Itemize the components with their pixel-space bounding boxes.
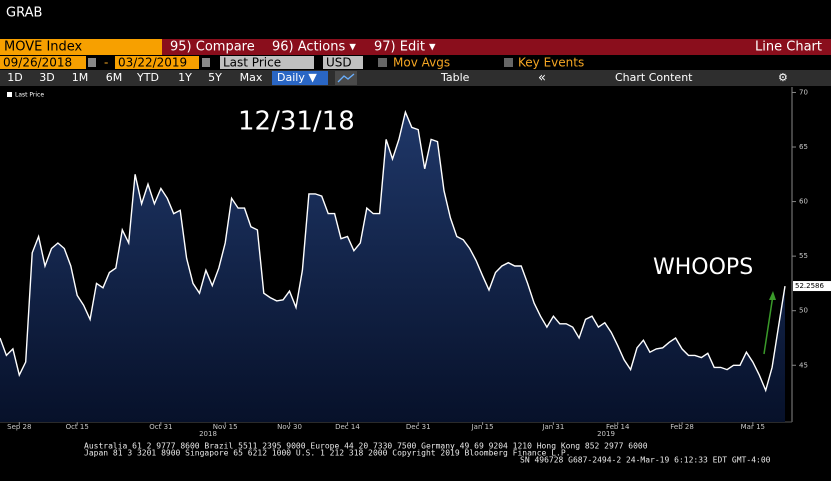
view-name: Line Chart	[755, 40, 822, 55]
menu-actions[interactable]: 96) Actions ▾	[272, 40, 356, 55]
table-button[interactable]: Table	[440, 71, 470, 84]
field-select[interactable]	[220, 56, 314, 69]
x-tick-label: Oct 15	[66, 423, 89, 431]
menu-edit[interactable]: 97) Edit ▾	[374, 40, 436, 55]
y-tick-label: 60	[799, 198, 808, 206]
end-date: 03/22/2019	[118, 56, 187, 70]
menu-bar	[162, 39, 831, 55]
area	[0, 112, 785, 422]
annotation: WHOOPS	[653, 255, 753, 280]
frequency-button[interactable]	[272, 71, 328, 85]
year-label: 2019	[597, 430, 615, 438]
calendar-icon[interactable]	[88, 58, 96, 67]
price-tag	[793, 281, 831, 292]
range-button[interactable]: 6M	[106, 71, 123, 84]
x-tick-label: Sep 28	[7, 423, 31, 431]
end-date-field[interactable]	[115, 56, 199, 69]
legend-swatch	[7, 92, 12, 97]
footer-line: SN 496728 G687-2494-2 24-Mar-19 6:12:33 …	[520, 456, 771, 465]
range-button[interactable]: Max	[240, 71, 263, 84]
toolbar	[0, 70, 831, 86]
start-date: 09/26/2018	[3, 56, 72, 70]
menu-compare[interactable]: 95) Compare	[170, 40, 255, 55]
arrow	[763, 294, 774, 355]
range-button[interactable]: 5Y	[208, 71, 222, 84]
range-button[interactable]: 1D	[7, 71, 22, 84]
y-tick-label: 55	[799, 252, 808, 260]
x-tick-label: Dec 31	[406, 423, 431, 431]
range-button[interactable]: 1M	[72, 71, 89, 84]
price-tag-label: 52.2586	[795, 282, 824, 290]
frequency: Daily ▼	[277, 71, 317, 84]
checkbox[interactable]	[504, 58, 513, 67]
security: MOVE Index	[4, 40, 83, 55]
calendar-icon[interactable]	[202, 58, 210, 67]
checkbox[interactable]	[378, 58, 387, 67]
key-events[interactable]: Key Events	[518, 56, 584, 70]
range-button[interactable]: YTD	[136, 71, 159, 84]
y-tick-label: 50	[799, 307, 808, 315]
x-tick-label: Nov 30	[277, 423, 302, 431]
y-tick-label: 70	[799, 88, 808, 96]
window-title: GRAB	[6, 6, 42, 21]
x-tick-label: Feb 28	[670, 423, 694, 431]
settings-icon[interactable]: ⚙	[778, 71, 788, 84]
footer-line: Japan 81 3 3201 8900 Singapore 65 6212 1…	[84, 449, 570, 458]
currency-select[interactable]	[323, 56, 363, 69]
range-button[interactable]: 1Y	[178, 71, 192, 84]
legend-label: Last Price	[15, 92, 44, 99]
line-icon	[337, 73, 355, 83]
footer-line: Australia 61 2 9777 8600 Brazil 5511 239…	[84, 442, 648, 451]
currency: USD	[326, 56, 352, 70]
y-tick-label: 65	[799, 143, 808, 151]
date-sep: -	[104, 56, 108, 70]
x-tick-label: Dec 14	[335, 423, 360, 431]
x-tick-label: Nov 15	[213, 423, 238, 431]
y-tick-label: 45	[799, 361, 808, 369]
x-tick-label: Oct 31	[149, 423, 172, 431]
range-button[interactable]: 3D	[39, 71, 54, 84]
x-tick-label: Jan 15	[471, 423, 494, 431]
mov-avgs[interactable]: Mov Avgs	[393, 56, 450, 70]
security-field[interactable]	[0, 39, 162, 55]
price-line	[0, 109, 786, 393]
x-tick-label: Jan 31	[541, 423, 564, 431]
year-label: 2018	[199, 430, 217, 438]
annotation: 12/31/18	[238, 107, 355, 137]
arrow-head	[769, 291, 776, 300]
x-tick-label: Feb 14	[606, 423, 630, 431]
start-date-field[interactable]	[0, 56, 86, 69]
field: Last Price	[223, 56, 281, 70]
chart-content-button[interactable]: Chart Content	[615, 71, 693, 84]
x-tick-label: Mar 15	[741, 423, 765, 431]
collapse-button[interactable]: «	[538, 71, 546, 86]
